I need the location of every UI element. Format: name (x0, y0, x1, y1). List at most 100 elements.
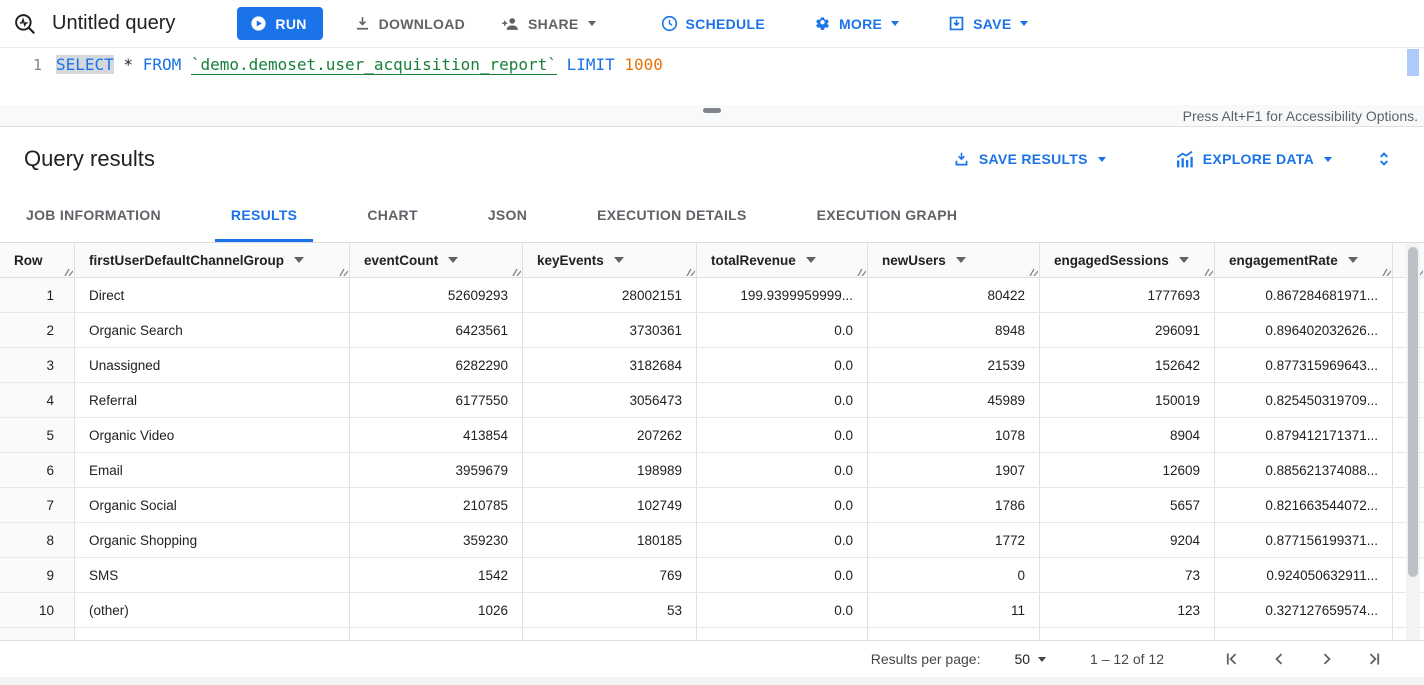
column-header-engagementRate[interactable]: engagementRate (1215, 243, 1393, 277)
table-cell: (other) (75, 593, 350, 627)
editor-scrollbar-thumb[interactable] (1407, 49, 1419, 76)
results-table-body: 1 Direct 52609293 28002151 199.9399959999...… (0, 278, 1424, 640)
table-cell: Organic Shopping (75, 523, 350, 557)
row-number-cell: 7 (0, 488, 75, 522)
tab-job-information[interactable]: JOB INFORMATION (26, 207, 161, 223)
table-cell: 0.0 (697, 348, 868, 382)
table-row: 10 (other) 1026 53 0.0 11 123 0.327127659574... (0, 593, 1424, 628)
more-button[interactable]: MORE (803, 8, 909, 39)
table-cell: 9204 (1040, 523, 1215, 557)
column-resize-handle[interactable] (1382, 267, 1391, 276)
row-number-cell: 1 (0, 278, 75, 312)
column-header-Row[interactable]: Row (0, 243, 75, 277)
tab-execution-details[interactable]: EXECUTION DETAILS (597, 207, 747, 223)
play-circle-icon (249, 14, 268, 33)
column-label: totalRevenue (711, 252, 796, 268)
sql-editor[interactable]: 1 SELECT * FROM `demo.demoset.user_acqui… (0, 48, 1424, 105)
column-resize-handle[interactable] (512, 267, 521, 276)
query-magnifier-icon (12, 11, 38, 37)
person-add-icon (501, 14, 521, 34)
table-cell: 1777693 (1040, 278, 1215, 312)
column-menu-icon[interactable] (613, 257, 624, 263)
column-label: eventCount (364, 252, 439, 268)
column-resize-handle[interactable] (1204, 267, 1213, 276)
column-menu-icon[interactable] (1347, 257, 1358, 263)
download-button[interactable]: DOWNLOAD (343, 8, 475, 39)
table-cell: Unassigned (75, 348, 350, 382)
next-page-button[interactable] (1312, 644, 1342, 674)
table-cell: 0.0 (697, 523, 868, 557)
line-number: 1 (32, 56, 42, 74)
column-menu-icon[interactable] (294, 257, 305, 263)
sql-keyword-limit: LIMIT (566, 55, 615, 74)
column-resize-handle[interactable] (339, 267, 348, 276)
table-scrollbar-thumb[interactable] (1408, 247, 1418, 577)
table-cell: 207262 (523, 418, 697, 452)
save-button[interactable]: SAVE (937, 8, 1038, 39)
save-results-download-icon (952, 150, 971, 169)
table-cell: 199.9399959999... (697, 278, 868, 312)
column-menu-icon[interactable] (448, 257, 459, 263)
page-size-select[interactable]: 50 (1014, 651, 1047, 667)
table-cell: 1786 (868, 488, 1040, 522)
share-button[interactable]: SHARE (491, 8, 606, 40)
clock-icon (660, 14, 679, 33)
table-scrollbar[interactable] (1406, 243, 1420, 640)
splitter-drag-handle[interactable] (703, 108, 721, 113)
column-resize-handle[interactable] (857, 267, 866, 276)
table-cell: Organic Social (75, 488, 350, 522)
column-menu-icon[interactable] (805, 257, 816, 263)
unfold-panel-icon[interactable] (1368, 143, 1400, 175)
results-tab-bar: JOB INFORMATION RESULTS CHART JSON EXECUTION… (0, 191, 1424, 243)
table-cell: 52609293 (350, 278, 523, 312)
table-cell: 11 (868, 593, 1040, 627)
column-header-engagedSessions[interactable]: engagedSessions (1040, 243, 1215, 277)
first-page-button[interactable] (1216, 644, 1246, 674)
save-icon (947, 14, 966, 33)
previous-page-button[interactable] (1264, 644, 1294, 674)
column-menu-icon[interactable] (955, 257, 966, 263)
editor-scrollbar[interactable] (1407, 49, 1419, 101)
last-page-button[interactable] (1360, 644, 1390, 674)
table-row: 1 Direct 52609293 28002151 199.9399959999...… (0, 278, 1424, 313)
table-cell: 150019 (1040, 383, 1215, 417)
table-cell: 0.825450319709... (1215, 383, 1393, 417)
table-cell: 5657 (1040, 488, 1215, 522)
row-number-cell: 5 (0, 418, 75, 452)
table-cell: 0.877315969643... (1215, 348, 1393, 382)
chevron-down-icon (587, 21, 596, 26)
save-results-button[interactable]: SAVE RESULTS (940, 142, 1118, 177)
column-header-firstUserDefaultChannelGroup[interactable]: firstUserDefaultChannelGroup (75, 243, 350, 277)
column-resize-handle[interactable] (686, 267, 695, 276)
table-cell: 6282290 (350, 348, 523, 382)
column-header-newUsers[interactable]: newUsers (868, 243, 1040, 277)
column-label: keyEvents (537, 252, 604, 268)
table-cell: 1078 (868, 418, 1040, 452)
horizontal-scrollbar-track[interactable] (0, 677, 1424, 685)
column-resize-handle[interactable] (64, 267, 73, 276)
column-header-keyEvents[interactable]: keyEvents (523, 243, 697, 277)
table-cell: 0.885621374088... (1215, 453, 1393, 487)
column-header-totalRevenue[interactable]: totalRevenue (697, 243, 868, 277)
download-icon (353, 14, 372, 33)
column-menu-icon[interactable] (1178, 257, 1189, 263)
sql-table-reference-link[interactable]: `demo.demoset.user_acquisition_report` (190, 55, 557, 75)
row-number-cell: 6 (0, 453, 75, 487)
tab-chart[interactable]: CHART (367, 207, 418, 223)
column-header-eventCount[interactable]: eventCount (350, 243, 523, 277)
tab-json[interactable]: JSON (487, 207, 528, 223)
row-number-cell: 3 (0, 348, 75, 382)
chevron-down-icon (1038, 656, 1047, 662)
table-cell: 937 (350, 628, 523, 640)
schedule-button[interactable]: SCHEDULE (650, 8, 775, 39)
pagination-bar: Results per page: 50 1 – 12 of 12 (0, 640, 1424, 677)
run-button[interactable]: RUN (237, 7, 323, 40)
explore-data-button[interactable]: EXPLORE DATA (1162, 141, 1344, 178)
table-cell: 0.0 (697, 593, 868, 627)
table-cell: 210785 (350, 488, 523, 522)
tab-execution-graph[interactable]: EXECUTION GRAPH (816, 207, 958, 223)
row-number-cell: 10 (0, 593, 75, 627)
column-resize-handle[interactable] (1029, 267, 1038, 276)
tab-results[interactable]: RESULTS (214, 191, 314, 242)
query-title[interactable]: Untitled query (52, 12, 176, 34)
